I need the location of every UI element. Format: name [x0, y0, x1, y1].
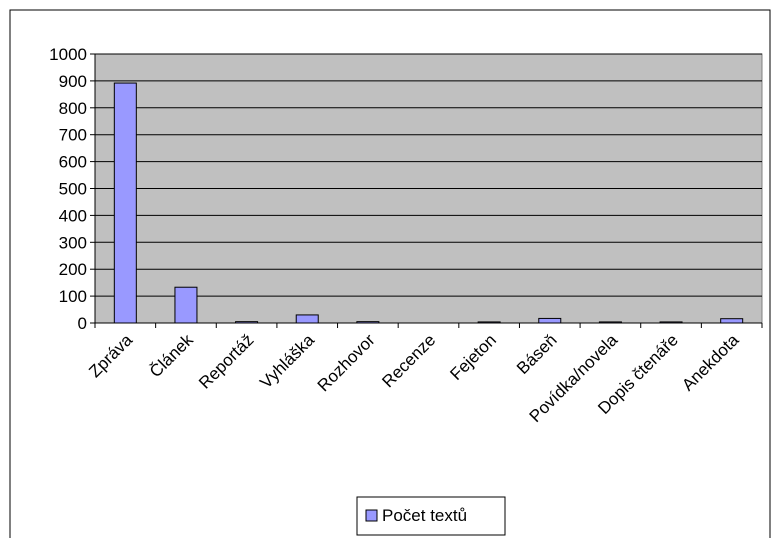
- legend-box: [356, 496, 506, 536]
- y-tick-label: 200: [59, 260, 87, 279]
- y-tick-label: 700: [59, 126, 87, 145]
- y-tick-label: 600: [59, 153, 87, 172]
- axes: [90, 53, 763, 328]
- y-tick-label: 800: [59, 99, 87, 118]
- bars: [113, 82, 744, 324]
- bar: [113, 82, 137, 324]
- y-tick-label: 100: [59, 287, 87, 306]
- y-tick-label: 400: [59, 206, 87, 225]
- legend-label: Počet textů: [382, 506, 467, 525]
- bar: [538, 317, 562, 324]
- gridlines: [95, 53, 762, 297]
- y-tick-label: 900: [59, 72, 87, 91]
- y-tick-labels: 0 100 200 300 400 500 600 700 800 900 1000: [49, 45, 87, 333]
- bar: [720, 318, 744, 324]
- legend: Počet textů: [356, 496, 506, 536]
- y-tick-label: 500: [59, 180, 87, 199]
- bar: [174, 286, 198, 324]
- bar: [295, 314, 319, 324]
- y-tick-label: 300: [59, 233, 87, 252]
- legend-swatch: [365, 509, 378, 522]
- y-tick-label: 1000: [49, 45, 87, 64]
- y-tick-label: 0: [78, 314, 87, 333]
